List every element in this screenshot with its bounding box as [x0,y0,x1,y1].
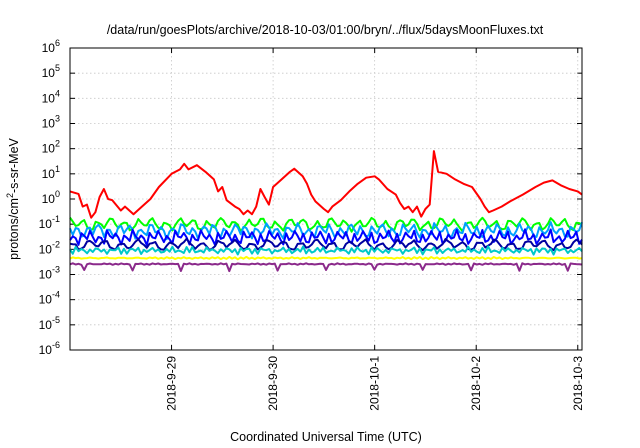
grid [70,47,582,351]
y-tick-label: 104 [42,88,60,105]
x-tick-label: 2018-10-2 [469,356,483,411]
x-tick-labels: 2018-9-29 2018-9-30 2018-10-1 2018-10-2 2018… [165,356,585,411]
y-axis-label: protons/cm2-s-sr-MeV [5,137,21,259]
series-line-7 [69,255,583,261]
x-axis-label: Coordinated Universal Time (UTC) [230,430,422,444]
y-tick-label: 10-2 [39,239,60,256]
y-tick-label: 102 [42,139,60,156]
y-tick-labels: 10-6 10-5 10-4 10-3 10-2 10-1 100 101 102 103 104 1… [39,38,60,357]
series-line-4 [69,228,583,247]
y-tick-label: 101 [42,164,60,181]
x-tick-label: 2018-9-29 [165,356,179,411]
y-tick-label: 10-5 [39,315,60,332]
y-tick-label: 100 [42,189,60,206]
x-tick-label: 2018-10-3 [571,356,585,411]
x-tick-label: 2018-9-30 [266,356,280,411]
chart-title: /data/run/goesPlots/archive/2018-10-03/0… [107,23,544,37]
y-tick-label: 106 [42,38,60,55]
series-line-5 [69,237,583,252]
x-tick-label: 2018-10-1 [368,356,382,411]
series-line-3 [69,221,583,241]
series-line-1 [69,150,583,219]
series-line-8 [69,262,583,273]
series-line-6 [69,245,583,256]
plot-frame [69,47,583,351]
y-tick-label: 10-6 [39,340,60,357]
series-line-2 [69,216,583,233]
y-tick-label: 10-4 [39,290,60,307]
y-tick-label: 10-1 [39,214,60,231]
series-lines [69,150,583,273]
y-tick-label: 105 [42,63,60,80]
y-tick-label: 103 [42,114,60,131]
y-tick-label: 10-3 [39,265,60,282]
